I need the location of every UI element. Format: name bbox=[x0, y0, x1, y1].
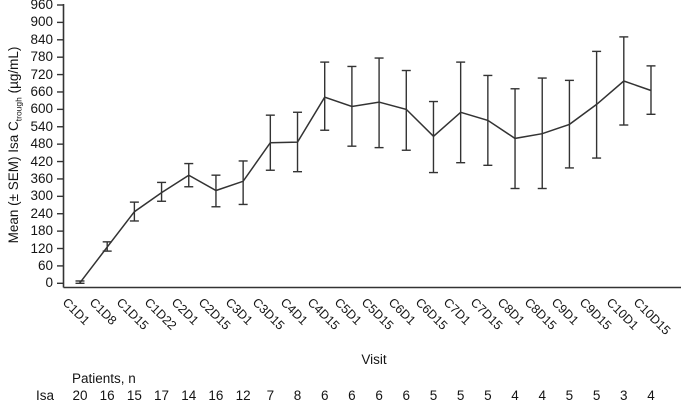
y-tick-label: 900 bbox=[30, 14, 53, 30]
patient-count: 8 bbox=[293, 388, 302, 403]
patient-count: 6 bbox=[348, 388, 356, 403]
patient-count: 3 bbox=[620, 388, 628, 403]
patient-count: 15 bbox=[126, 388, 142, 403]
patient-count: 16 bbox=[99, 388, 115, 403]
y-tick-label: 180 bbox=[30, 223, 53, 239]
y-tick-label: 120 bbox=[30, 240, 53, 256]
patient-count: 17 bbox=[154, 388, 170, 403]
patient-count: 14 bbox=[181, 388, 197, 403]
y-tick-label: 60 bbox=[37, 257, 53, 273]
patient-count: 5 bbox=[565, 388, 574, 403]
y-tick-label: 480 bbox=[30, 136, 53, 152]
y-tick-label: 240 bbox=[30, 205, 53, 221]
patient-count: 12 bbox=[235, 388, 251, 403]
y-tick-label: 840 bbox=[30, 31, 53, 47]
patient-count: 5 bbox=[456, 388, 465, 403]
patient-count: 6 bbox=[402, 388, 411, 403]
patients-row-label: Isa bbox=[36, 388, 55, 403]
y-tick-label: 600 bbox=[30, 101, 53, 117]
y-tick-label: 420 bbox=[30, 153, 53, 169]
patient-count: 6 bbox=[320, 388, 329, 403]
y-tick-label: 660 bbox=[30, 83, 53, 99]
patient-count: 7 bbox=[266, 388, 275, 403]
patient-count: 20 bbox=[72, 388, 88, 403]
y-tick-label: 360 bbox=[30, 170, 53, 186]
patient-count: 4 bbox=[538, 388, 546, 403]
y-tick-label: 0 bbox=[45, 275, 53, 291]
y-tick-label: 540 bbox=[30, 118, 53, 134]
y-tick-label: 780 bbox=[30, 49, 53, 65]
patient-count: 5 bbox=[484, 388, 492, 403]
patient-count: 6 bbox=[375, 388, 383, 403]
patient-count: 16 bbox=[208, 388, 224, 403]
mean-trough-line bbox=[79, 80, 652, 284]
patient-count: 5 bbox=[429, 388, 438, 403]
patients-header: Patients, n bbox=[72, 371, 136, 386]
patient-count: 5 bbox=[592, 388, 601, 403]
y-tick-label: 720 bbox=[30, 66, 53, 82]
patient-count: 4 bbox=[511, 388, 519, 403]
patient-count: 4 bbox=[647, 388, 655, 403]
x-axis-title: Visit bbox=[361, 352, 387, 367]
y-tick-label: 300 bbox=[30, 188, 53, 204]
y-tick-label: 960 bbox=[30, 0, 53, 12]
